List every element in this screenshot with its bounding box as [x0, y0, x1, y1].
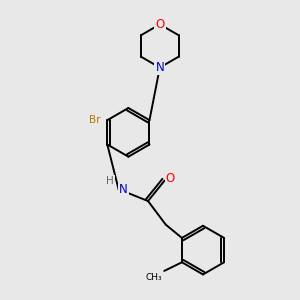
Text: CH₃: CH₃ — [146, 273, 162, 282]
Text: N: N — [119, 183, 128, 196]
Text: O: O — [166, 172, 175, 185]
Text: O: O — [155, 18, 164, 31]
Text: H: H — [106, 176, 114, 186]
Text: Br: Br — [89, 115, 100, 125]
Text: N: N — [155, 61, 164, 74]
